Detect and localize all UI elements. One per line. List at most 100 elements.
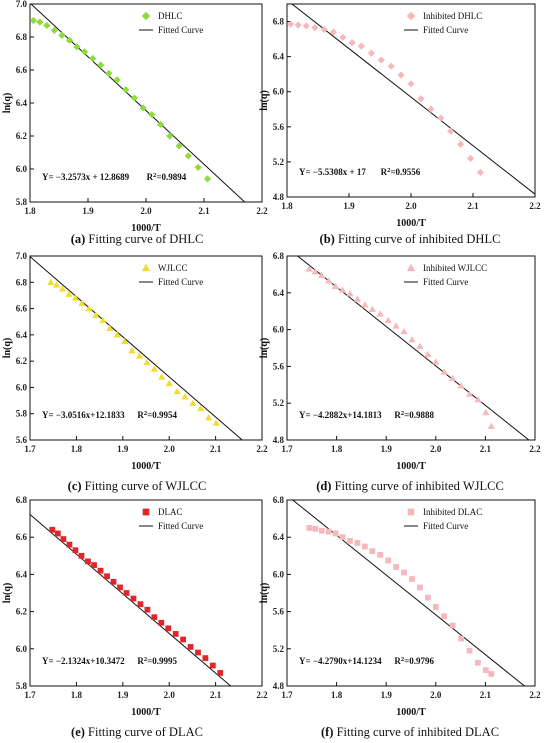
y-tick-label: 6.4 [16, 569, 28, 579]
y-tick-label: 6.0 [16, 644, 28, 654]
data-point [407, 80, 415, 88]
data-point [73, 43, 81, 51]
chart-2: 1.8 1.9 2.0 2.1 2.2 4.8 5.2 5.6 6.0 6.4 6.8 1000/T l… [259, 3, 541, 246]
data-point [49, 526, 56, 533]
x-tick-label: 1.7 [281, 444, 293, 454]
data-point [361, 301, 369, 308]
data-point [357, 42, 365, 50]
x-axis-label: 1000/T [396, 218, 426, 229]
data-point [137, 601, 144, 608]
data-point [387, 62, 395, 70]
x-tick-label: 2.1 [467, 201, 479, 211]
figure-caption: (d) Fitting curve of inhibited WJLCC [316, 479, 504, 493]
data-point [187, 644, 194, 650]
data-point [376, 310, 384, 317]
data-point [424, 594, 431, 601]
legend-label: DLAC [158, 507, 183, 517]
plot-frame [29, 499, 263, 687]
x-tick-label: 2.1 [210, 690, 222, 700]
data-point [122, 86, 130, 94]
data-point [158, 373, 166, 380]
figure-caption: (c) Fitting curve of WJLCC [68, 479, 207, 493]
y-tick-label: 5.8 [16, 681, 28, 691]
x-tick-label: 1.9 [117, 444, 129, 454]
r-squared: R2=0.9894 [147, 172, 187, 182]
fit-equation: Y= −5.5308x + 17 [299, 167, 366, 177]
data-point [305, 265, 313, 272]
data-point [348, 39, 356, 47]
data-point [113, 76, 121, 84]
data-point [367, 49, 375, 57]
legend-label: Fitted Curve [158, 277, 203, 287]
plot-frame [286, 499, 536, 687]
x-tick-label: 2.2 [256, 444, 268, 454]
x-tick-label: 2.2 [529, 444, 541, 454]
x-tick-label: 1.8 [24, 206, 36, 216]
data-point [437, 114, 445, 122]
data-point [325, 277, 333, 284]
r-squared: R2=0.9796 [394, 656, 434, 666]
data-point [80, 48, 89, 56]
data-point [361, 543, 368, 550]
legend-marker [142, 508, 150, 516]
data-point [474, 395, 482, 403]
y-tick-label: 6.8 [16, 495, 28, 505]
y-tick-label: 5.6 [273, 607, 285, 617]
y-axis-label: ln(q) [259, 90, 270, 111]
data-point [475, 659, 481, 666]
data-point [165, 625, 172, 632]
x-tick-label: 2.0 [164, 690, 176, 700]
data-point [466, 154, 475, 162]
data-point [466, 647, 473, 654]
data-point [156, 120, 165, 129]
plot-frame [29, 255, 263, 441]
data-point [54, 530, 61, 537]
data-point [78, 299, 86, 307]
data-point [158, 619, 165, 626]
fit-equation: Y= −2.1324x+10.3472 [42, 656, 125, 666]
data-point [377, 56, 385, 64]
y-tick-label: 5.2 [273, 157, 285, 167]
data-point [43, 21, 51, 30]
data-point [50, 26, 58, 34]
data-point [165, 379, 173, 387]
data-point [180, 636, 186, 643]
y-tick-label: 5.6 [16, 435, 28, 445]
y-tick-label: 5.2 [273, 398, 285, 408]
data-point [92, 311, 100, 318]
data-point [181, 393, 189, 400]
x-tick-label: 2.2 [529, 201, 541, 211]
y-axis-label: ln(q) [2, 93, 13, 114]
data-point [447, 127, 455, 135]
y-tick-label: 6.8 [273, 17, 285, 27]
data-point [417, 584, 423, 591]
y-tick-label: 5.6 [273, 361, 285, 371]
x-axis-label: 1000/T [396, 707, 426, 718]
data-point [320, 25, 328, 34]
r-squared: R2=0.9995 [137, 656, 177, 666]
legend-marker [141, 263, 151, 272]
data-point [449, 374, 457, 382]
x-tick-label: 1.9 [82, 206, 94, 216]
y-axis-label: ln(q) [2, 338, 13, 359]
data-point [60, 536, 67, 542]
fitted-curve-line [291, 4, 535, 195]
y-tick-label: 5.6 [273, 122, 285, 132]
data-point [432, 358, 440, 365]
y-tick-label: 6.6 [16, 65, 28, 75]
plot-frame [286, 255, 536, 441]
y-tick-label: 6.8 [273, 495, 285, 505]
y-tick-label: 4.8 [273, 192, 285, 202]
r-squared: R2=0.9556 [381, 167, 421, 177]
data-point [384, 316, 392, 324]
x-tick-label: 2.1 [210, 444, 222, 454]
data-point [29, 16, 38, 25]
data-point [130, 94, 138, 102]
data-point [105, 69, 113, 77]
fitted-curve-line [291, 500, 526, 686]
x-tick-label: 1.9 [343, 201, 355, 211]
legend-marker [406, 263, 416, 272]
data-point [332, 530, 339, 537]
data-point [203, 175, 212, 183]
data-point [318, 271, 326, 279]
